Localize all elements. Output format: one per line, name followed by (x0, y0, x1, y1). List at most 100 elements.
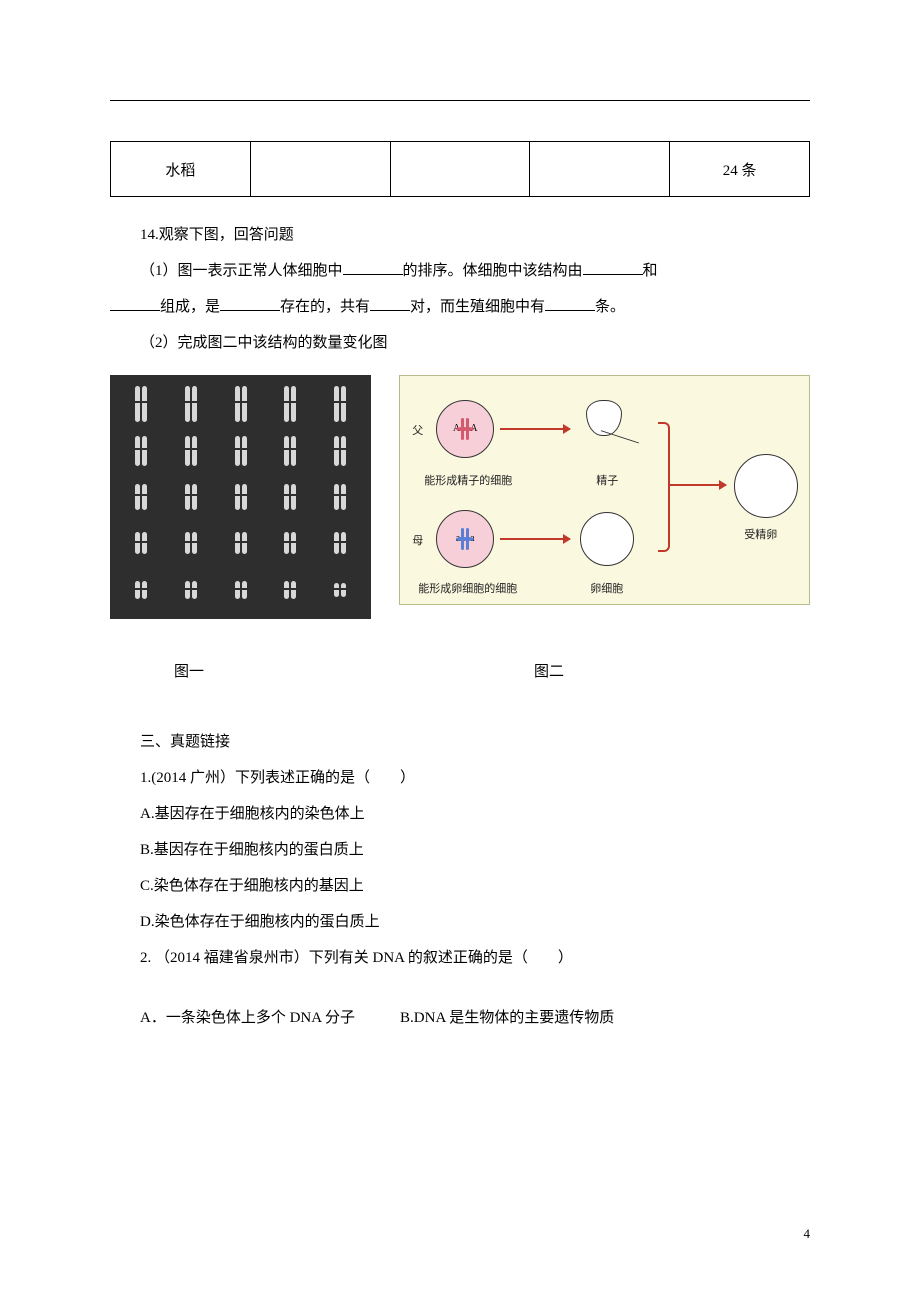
chromosome-icon (242, 484, 247, 510)
cell-c5: 24 条 (670, 142, 810, 197)
chrom-pair (235, 436, 247, 466)
chromosome-icon (242, 386, 247, 422)
arrow-icon (500, 428, 570, 430)
chromosome-icon (284, 532, 289, 554)
chromosome-icon (341, 386, 346, 422)
chrom-pair (235, 386, 247, 422)
chromosome-icon (135, 581, 140, 599)
page-number: 4 (804, 1226, 811, 1242)
chromosome-icon (192, 484, 197, 510)
caption-fig1: 图一 (174, 665, 204, 680)
chrom-pair (334, 436, 346, 466)
chromosome-icon (242, 581, 247, 599)
chrom-pair (284, 581, 296, 599)
chrom-pair (185, 581, 197, 599)
label-egg: 卵细胞 (590, 580, 623, 596)
data-table: 水稻 24 条 (110, 141, 810, 197)
chromosome-icon (291, 581, 296, 599)
chrom-pair (284, 386, 296, 422)
chrom-pair (334, 386, 346, 422)
chrom-pair (334, 583, 346, 597)
chromosome-icon (185, 532, 190, 554)
blank-2[interactable] (583, 259, 643, 275)
cell-c3 (390, 142, 530, 197)
chrom-pair (135, 436, 147, 466)
chromosome-icon (284, 436, 289, 466)
chrom-pair (185, 532, 197, 554)
chromosome-icon (142, 581, 147, 599)
q14-part1-line1: （1）图一表示正常人体细胞中的排序。体细胞中该结构由和 (110, 253, 810, 289)
chromosome-icon (341, 436, 346, 466)
chrom-pair (135, 484, 147, 510)
label-sperm-source: 能形成精子的细胞 (424, 472, 512, 488)
q1-opt-c: C.染色体存在于细胞核内的基因上 (110, 868, 810, 904)
section-3-title: 三、真题链接 (110, 724, 810, 760)
label-egg-source: 能形成卵细胞的细胞 (418, 580, 517, 596)
q2-opt-a: A．一条染色体上多个 DNA 分子 (140, 1010, 355, 1026)
chromosome-icon (284, 386, 289, 422)
karyo-row (116, 432, 365, 470)
chrom-pair (185, 484, 197, 510)
chromosome-icon (142, 436, 147, 466)
q14-stem: 14.观察下图，回答问题 (110, 217, 810, 253)
q1-opt-d: D.染色体存在于细胞核内的蛋白质上 (110, 904, 810, 940)
chrom-pair (284, 484, 296, 510)
label-zygote: 受精卵 (744, 526, 777, 542)
chromosome-icon (192, 581, 197, 599)
blank-4[interactable] (220, 295, 280, 311)
chromosome-icon (142, 484, 147, 510)
chromosome-icon (341, 484, 346, 510)
label-sperm: 精子 (596, 472, 618, 488)
label-father: 父 (412, 422, 423, 438)
chromosome-icon (192, 436, 197, 466)
chrom-pair (185, 386, 197, 422)
chromosome-icon (291, 386, 296, 422)
chromosome-icon (291, 532, 296, 554)
karyo-row (116, 385, 365, 423)
q14-p1g: 条。 (595, 299, 625, 315)
q14-p1b: 的排序。体细胞中该结构由 (403, 263, 583, 279)
page: 水稻 24 条 14.观察下图，回答问题 （1）图一表示正常人体细胞中的排序。体… (0, 0, 920, 1302)
chromosome-icon (192, 386, 197, 422)
zygote-cell (734, 454, 798, 518)
chromosome-icon (235, 386, 240, 422)
chromosome-icon (334, 436, 339, 466)
caption-fig2: 图二 (534, 665, 564, 680)
arrow-icon (670, 484, 726, 486)
spacer (110, 976, 810, 1000)
karyo-row (116, 478, 365, 516)
chromosome-icon (334, 484, 339, 510)
chrom-pair (185, 436, 197, 466)
chromosome-icon (466, 528, 469, 550)
chrom-pair (135, 532, 147, 554)
bracket-icon (658, 422, 670, 552)
chromosome-icon (466, 418, 469, 440)
arrow-icon (500, 538, 570, 540)
blank-1[interactable] (343, 259, 403, 275)
chrom-pair (235, 532, 247, 554)
karyo-row (116, 524, 365, 562)
chrom-pair (235, 484, 247, 510)
blank-5[interactable] (370, 295, 410, 311)
blank-3[interactable] (110, 295, 160, 311)
table-row: 水稻 24 条 (111, 142, 810, 197)
chromosome-icon (135, 386, 140, 422)
q2-opt-b: B.DNA 是生物体的主要遗传物质 (400, 1010, 614, 1026)
chromosome-icon (142, 532, 147, 554)
father-cell: A A (436, 400, 494, 458)
q1-opt-b: B.基因存在于细胞核内的蛋白质上 (110, 832, 810, 868)
label-mother: 母 (412, 532, 423, 548)
figure-2-fertilization: 父 A A 母 a a (399, 375, 810, 605)
chromosome-icon (135, 484, 140, 510)
chromosome-icon (185, 436, 190, 466)
top-rule (110, 100, 810, 101)
chrom-pair (235, 581, 247, 599)
chromosome-icon (341, 532, 346, 554)
chromosome-icon (235, 484, 240, 510)
cell-c2 (250, 142, 390, 197)
chromosome-icon (235, 532, 240, 554)
q14-p1d: 组成，是 (160, 299, 220, 315)
chromosome-icon (291, 436, 296, 466)
blank-6[interactable] (545, 295, 595, 311)
q14-part1-line2: 组成，是存在的，共有对，而生殖细胞中有条。 (110, 289, 810, 325)
